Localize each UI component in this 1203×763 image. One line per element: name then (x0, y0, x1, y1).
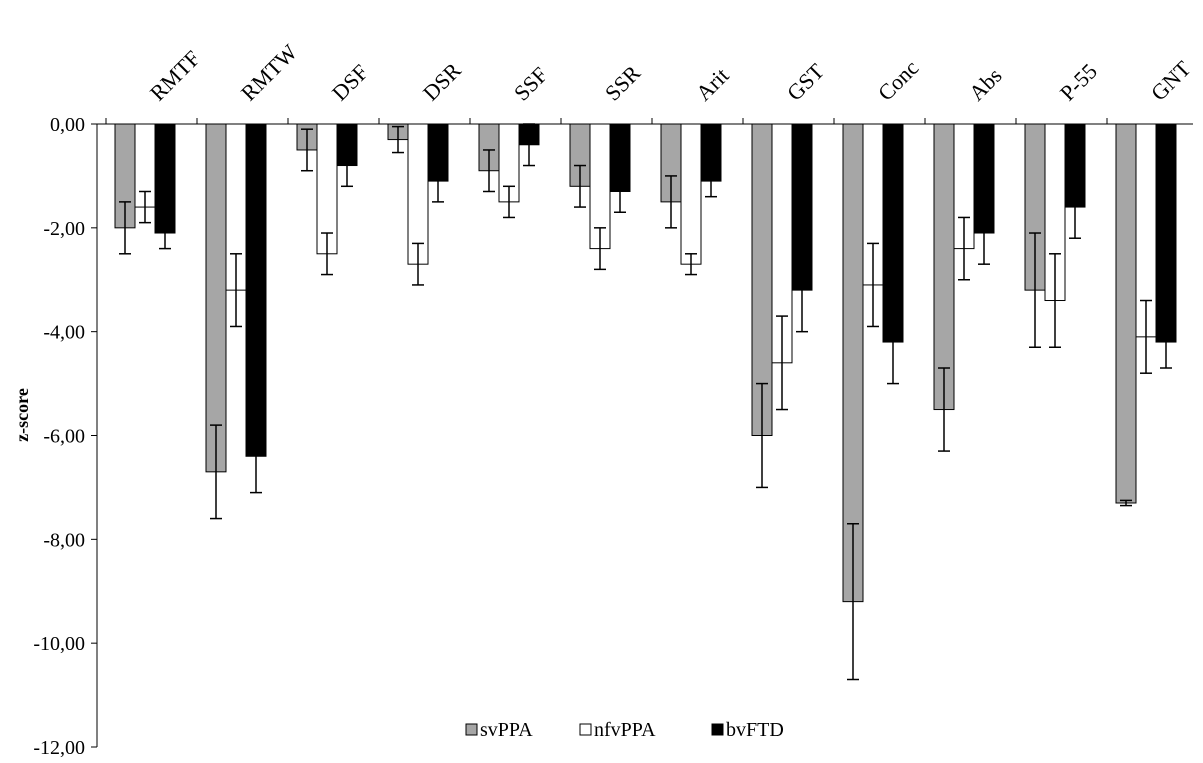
legend-label: svPPA (480, 719, 533, 741)
legend-swatch-nfvPPA (579, 723, 592, 736)
category-label: DSR (418, 57, 466, 105)
category-label: P-55 (1055, 58, 1102, 105)
y-tick-label: -4,00 (43, 322, 85, 344)
category-label: SSF (509, 62, 553, 106)
y-tick-label: -10,00 (33, 633, 85, 655)
bar-bvFTD-RMTW (245, 123, 267, 457)
bar-nfvPPA-Arit (680, 123, 702, 265)
category-label: GNT (1146, 55, 1196, 105)
bar-svPPA-GNT (1115, 123, 1137, 504)
bar-bvFTD-RMTF (154, 123, 176, 234)
y-tick-label: -12,00 (33, 737, 85, 759)
category-label: RMTF (145, 45, 205, 105)
category-label: Abs (964, 63, 1007, 106)
y-tick-label: -8,00 (43, 529, 85, 551)
category-label: Conc (873, 55, 924, 106)
legend-label: bvFTD (726, 719, 784, 741)
x-axis (97, 118, 1193, 125)
category-label: SSR (600, 60, 646, 106)
y-tick-label: -6,00 (43, 426, 85, 448)
category-label: Arit (691, 63, 734, 106)
bar-svPPA-Abs (933, 123, 955, 411)
category-labels: RMTF RMTW DSF DSR SSF SSR Arit GST Conc Abs P-55 GN… (145, 39, 1196, 105)
y-axis-title: z-score (12, 388, 32, 442)
category-label: RMTW (236, 39, 302, 105)
y-tick-label: -2,00 (43, 218, 85, 240)
category-label: GST (782, 58, 829, 105)
category-label: DSF (327, 59, 373, 105)
legend: svPPA nfvPPA bvFTD (465, 719, 784, 741)
bar-svPPA-RMTW (205, 123, 227, 473)
bars (114, 123, 1177, 603)
legend-label: nfvPPA (594, 719, 656, 741)
error-bars (119, 123, 1172, 681)
y-axis: 0,00 -2,00 -4,00 -6,00 -8,00 -10,00 -12,00 (33, 114, 98, 759)
legend-swatch-bvFTD (711, 723, 724, 736)
bar-bvFTD-GNT (1155, 123, 1177, 343)
y-tick-label: 0,00 (50, 114, 85, 136)
legend-swatch-svPPA (465, 723, 478, 736)
